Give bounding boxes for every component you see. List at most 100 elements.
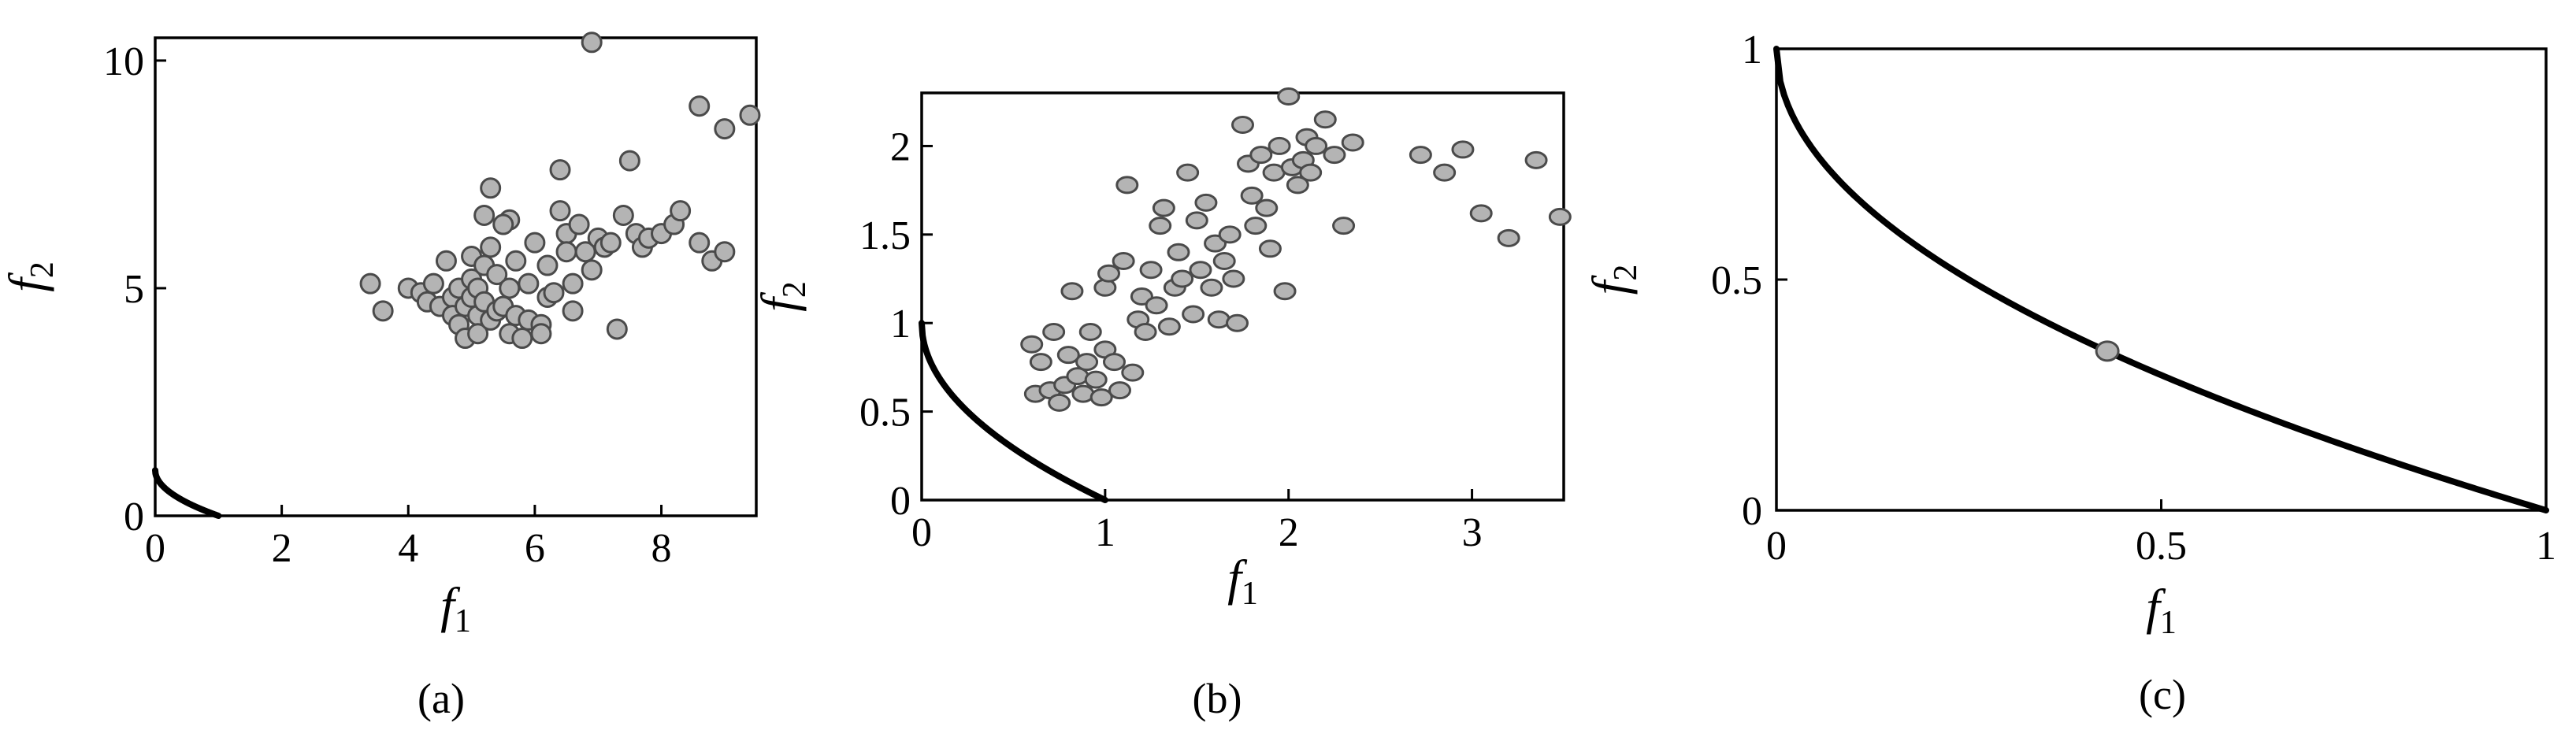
scatter-point [1089,388,1113,407]
scatter-point [1139,261,1163,280]
y-tick-label: 1 [890,302,911,346]
scatter-point [1115,176,1139,195]
scatter-point [612,204,634,226]
scatter-point [1226,313,1249,332]
scatter-point [1341,133,1364,152]
scatter-point [549,159,571,181]
scatter-point [518,272,540,295]
scatter-point [511,328,533,350]
scatter-point [1212,252,1236,271]
y-tick-label: 2 [890,124,911,169]
x-tick-label: 3 [1462,510,1483,555]
scatter-point [606,318,628,340]
y-tick-label: 10 [103,39,144,84]
y-tick-label: 5 [124,267,144,312]
scatter-point [480,236,502,258]
scatter-point [739,104,761,126]
scatter-point [1313,110,1337,129]
x-tick-label: 0 [911,510,932,555]
x-tick-label: 1 [1095,510,1115,555]
x-tick-label: 2 [272,526,292,571]
scatter-point [1075,353,1099,372]
panel-a: 0 2 4 6 8 0 5 10 f1 f2 (a) [0,32,761,722]
scatter-point [562,300,584,322]
scatter-point [1029,353,1052,372]
x-axis-label: f1 [440,577,471,639]
y-tick-label: 1 [1742,28,1762,72]
scatter-point [1255,198,1279,217]
y-axis-label-subscript: 2 [777,281,813,298]
y-axis-label-subscript: 2 [1608,265,1644,281]
x-tick-label: 8 [651,526,672,571]
scatter-point [1451,140,1475,159]
scatter-point [1286,176,1309,195]
scatter-point [1152,198,1175,217]
scatter-point [1171,269,1194,288]
scatter-point [505,250,527,272]
scatter-point [499,277,521,299]
y-axis-label: f2 [0,261,61,292]
scatter-point [1185,211,1208,230]
scatter-point [435,250,457,272]
pareto-front-curve [152,467,222,519]
y-axis-label: f2 [1582,265,1644,295]
scatter-point [1084,370,1108,389]
scatter-point [467,323,489,345]
plot-area-frame [154,36,758,517]
x-tick-label: 0 [145,526,165,571]
x-tick-label: 1 [2536,524,2556,569]
scatter-point [714,118,736,140]
y-tick-label: 1.5 [859,213,911,258]
scatter-point [1149,217,1172,235]
panel-label: (b) [1193,675,1242,722]
scatter-point [1273,282,1297,301]
scatter-point [1305,136,1328,155]
x-axis-label: f1 [1227,550,1258,612]
y-axis-label-subscript: 2 [24,261,61,278]
plot-area-frame [920,91,1565,502]
scatter-point [1042,322,1066,341]
scatter-point [1093,278,1117,297]
y-axis-label: f2 [751,281,813,312]
scatter-point [568,213,590,235]
scatter-point [2095,340,2120,362]
scatter-point [581,259,603,281]
scatter-point [1060,282,1084,301]
scatter-point [1103,353,1126,372]
scatter-point [689,232,711,254]
scatter-point [1097,264,1121,283]
x-tick-label: 2 [1279,510,1299,555]
scatter-point [359,272,381,295]
scatter-point [1189,261,1212,280]
scatter-point [1548,207,1572,226]
scatter-point [1323,146,1346,165]
scatter-point [1056,346,1080,365]
scatter-point [1524,150,1548,169]
scatter-point [1258,239,1282,258]
pareto-front-curve [1773,46,2549,513]
panel-label: (a) [418,675,465,722]
scatter-point [670,200,692,222]
scatter-point [1200,278,1223,297]
scatter-point [562,272,584,295]
scatter-point [549,200,571,222]
scatter-point [581,32,603,54]
scatter-point [1108,381,1131,400]
scatter-point [1157,317,1181,336]
scatter-point [555,241,577,263]
y-tick-label: 0 [890,479,911,524]
scatter-point [1020,335,1044,354]
scatter-point [536,254,559,276]
scatter-point [1145,296,1168,315]
x-axis-label-subscript: 1 [2160,605,2177,641]
y-tick-label: 0 [1742,489,1762,534]
scatter-point [618,150,640,172]
x-axis-label-subscript: 1 [455,603,471,639]
scatter-point [473,204,496,226]
scatter-point [1194,193,1218,212]
y-tick-label: 0 [124,495,144,539]
y-tick-label: 0.5 [1711,258,1762,303]
